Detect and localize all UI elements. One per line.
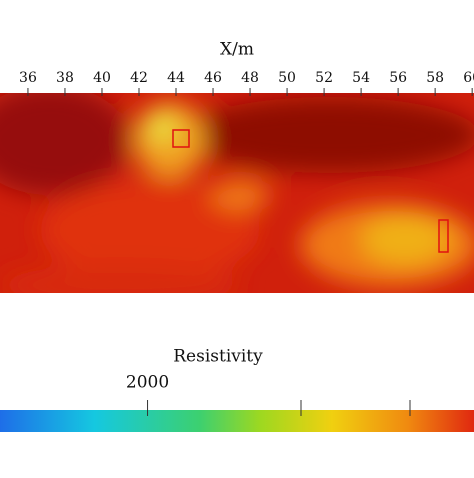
colorbar (0, 410, 474, 432)
x-tick-label: 58 (426, 70, 444, 86)
x-tick-label: 56 (389, 70, 407, 86)
colorbar-label: Resistivity (173, 347, 263, 367)
x-tick-label: 40 (93, 70, 111, 86)
x-tick-label: 42 (130, 70, 148, 86)
x-tick-label: 50 (278, 70, 296, 86)
x-tick-label: 44 (167, 70, 185, 86)
annotation-box (172, 129, 190, 148)
colorbar-tick-label: 2000 (126, 373, 169, 393)
x-tick-label: 52 (315, 70, 333, 86)
x-tick-label: 46 (204, 70, 222, 86)
annotation-box (438, 219, 449, 253)
heatmap-field (0, 93, 474, 293)
x-tick-label: 48 (241, 70, 259, 86)
x-tick-label: 60 (463, 70, 474, 86)
x-tick-label: 38 (56, 70, 74, 86)
x-axis-label: X/m (220, 40, 254, 60)
x-tick-label: 54 (352, 70, 370, 86)
x-tick-label: 36 (19, 70, 37, 86)
